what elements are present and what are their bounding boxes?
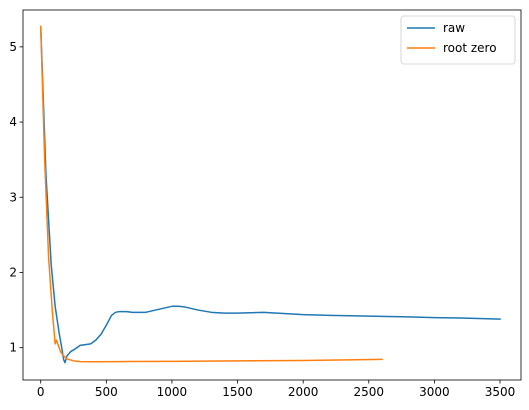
legend-label-1: root zero — [443, 41, 497, 55]
x-tick-label: 0 — [37, 385, 45, 399]
legend: raw root zero — [400, 15, 516, 65]
series-line-1 — [39, 25, 383, 363]
y-tick-label: 2 — [9, 265, 17, 279]
x-tick-label: 1000 — [157, 385, 188, 399]
legend-label-0: raw — [443, 21, 465, 35]
x-tick-label: 2500 — [354, 385, 385, 399]
x-tick-label: 500 — [95, 385, 118, 399]
x-tick-label: 3500 — [485, 385, 516, 399]
plot-layer — [39, 25, 501, 364]
y-tick-label: 4 — [9, 115, 17, 129]
x-tick-label: 1500 — [222, 385, 253, 399]
y-axis: 1 2 3 4 5 — [9, 40, 23, 355]
y-tick-label: 5 — [9, 40, 17, 54]
x-tick-label: 2000 — [288, 385, 319, 399]
y-tick-label: 3 — [9, 190, 17, 204]
y-tick-label: 1 — [9, 341, 17, 355]
x-axis: 0 500 1000 1500 2000 2500 3000 3500 — [37, 380, 515, 399]
axes-frame — [22, 9, 522, 381]
series-line-0 — [39, 25, 501, 364]
x-tick-label: 3000 — [419, 385, 450, 399]
